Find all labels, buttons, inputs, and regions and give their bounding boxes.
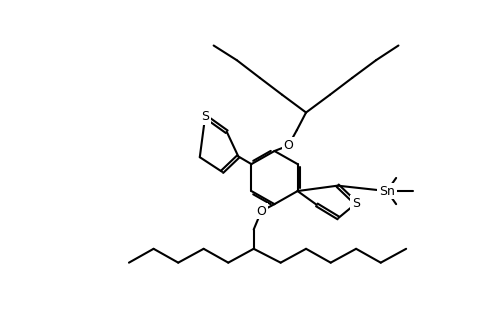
Text: S: S: [352, 197, 360, 210]
Text: O: O: [256, 205, 266, 217]
Text: O: O: [283, 139, 293, 152]
Text: S: S: [201, 110, 209, 123]
Text: Sn: Sn: [379, 185, 395, 197]
